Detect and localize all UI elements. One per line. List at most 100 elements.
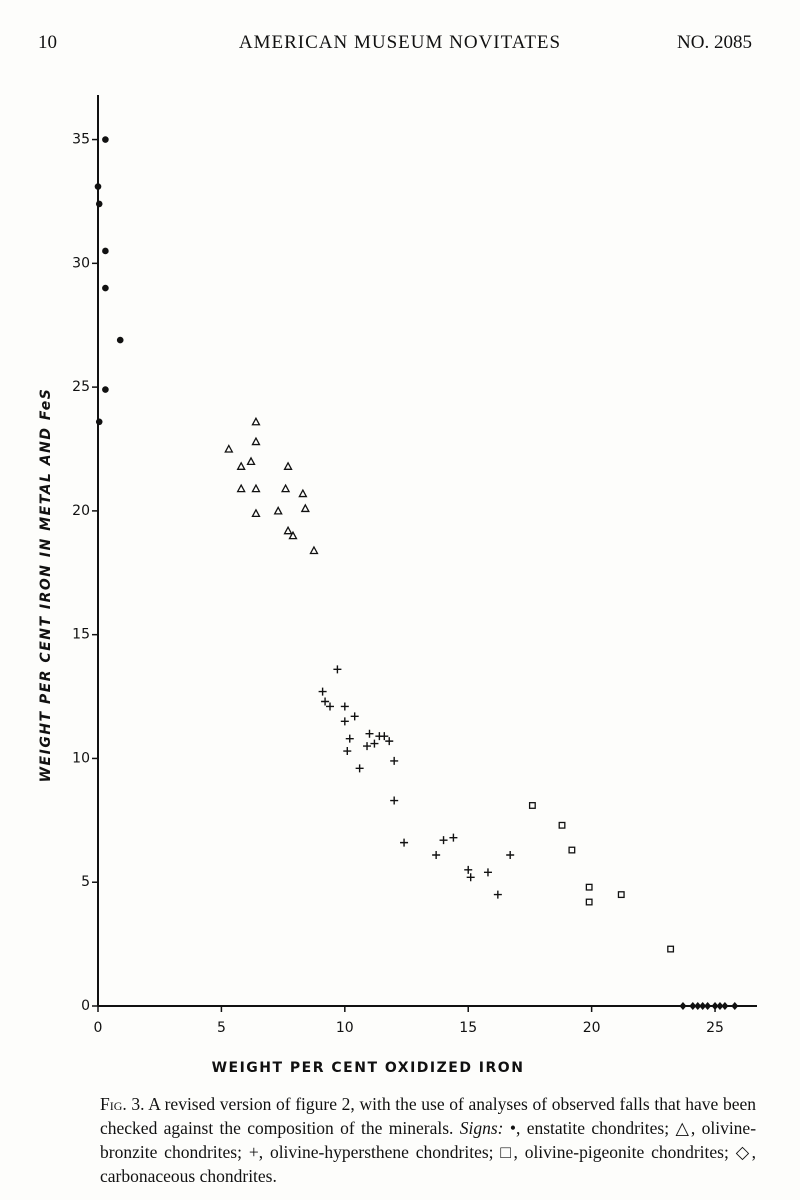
point: [102, 386, 109, 393]
point: [679, 1002, 687, 1010]
point: [345, 734, 354, 743]
point: [370, 739, 379, 748]
x-axis-title: WEIGHT PER CENT OXIDIZED IRON: [212, 1060, 525, 1076]
point: [340, 702, 349, 711]
legend-label: olivine-hypersthene chondrites: [269, 1142, 489, 1162]
point: [585, 883, 593, 891]
point: [95, 200, 103, 208]
point: [528, 802, 536, 809]
journal-title: AMERICAN MUSEUM NOVITATES: [238, 32, 562, 53]
point: [94, 183, 102, 190]
x-tick-label: 15: [459, 1020, 477, 1036]
legend-separator: ,: [258, 1142, 264, 1162]
legend-separator: ;: [237, 1142, 242, 1162]
legend-separator: ;: [488, 1142, 494, 1162]
point: [251, 436, 261, 446]
point: [288, 530, 298, 540]
point: [731, 1002, 739, 1010]
point: [385, 737, 394, 746]
y-tick-label: 5: [81, 874, 90, 890]
point: [343, 747, 352, 756]
point: [464, 865, 473, 874]
point: [102, 284, 109, 292]
point: [251, 508, 261, 518]
x-tick-label: 5: [217, 1020, 226, 1036]
legend-label: olivine-pigeonite chondrites: [524, 1142, 724, 1162]
point: [704, 1002, 712, 1010]
point: [280, 483, 291, 493]
point: [236, 461, 246, 470]
point: [246, 456, 256, 466]
point: [321, 697, 330, 706]
point: [273, 506, 283, 515]
legend-symbol: △: [675, 1118, 691, 1138]
caption-text: A revised version of figure 2, with the …: [100, 1094, 756, 1138]
point: [309, 545, 319, 555]
point: [449, 833, 458, 842]
point: [390, 796, 399, 805]
y-tick-label: 10: [72, 750, 90, 766]
legend-symbol: +: [248, 1142, 259, 1162]
point: [400, 838, 409, 847]
point: [466, 873, 475, 882]
legend-separator: ;: [664, 1118, 670, 1138]
point: [355, 764, 364, 773]
point: [721, 1002, 729, 1010]
point: [667, 945, 675, 953]
legend-label: carbonaceous chondrites: [100, 1166, 273, 1186]
legend-label: enstatite chondrites: [526, 1118, 665, 1138]
point: [365, 729, 374, 738]
point: [699, 1002, 707, 1010]
x-tick-label: 10: [336, 1020, 354, 1036]
legend-separator: ,: [690, 1118, 696, 1138]
point: [326, 702, 335, 711]
y-tick-label: 20: [72, 503, 90, 519]
legend-symbol: □: [500, 1142, 514, 1162]
y-tick-label: 30: [72, 255, 90, 271]
point: [95, 418, 103, 426]
legend: •, enstatite chondrites; △, olivine-bron…: [100, 1118, 756, 1186]
point: [558, 821, 566, 829]
point: [102, 136, 109, 143]
chart: WEIGHT PER CENT OXIDIZED IRON WEIGHT PER…: [38, 95, 757, 1076]
y-axis-title: WEIGHT PER CENT IRON IN METAL AND FeS: [38, 388, 54, 783]
point: [236, 483, 246, 493]
point: [390, 756, 399, 765]
point: [340, 717, 349, 726]
point: [251, 416, 261, 426]
point: [251, 483, 261, 493]
signs-label: Signs:: [459, 1118, 504, 1138]
legend-separator: ,: [515, 1118, 521, 1138]
point: [617, 891, 625, 899]
point: [493, 890, 502, 899]
point: [439, 836, 448, 845]
point: [689, 1002, 697, 1010]
point: [350, 712, 359, 721]
point: [711, 1002, 719, 1010]
point: [363, 742, 372, 751]
point: [283, 461, 293, 470]
point: [333, 665, 342, 674]
issue-number: NO. 2085: [677, 32, 752, 53]
legend-separator: .: [272, 1166, 277, 1186]
point: [102, 247, 109, 255]
point: [432, 850, 441, 859]
legend-separator: ,: [751, 1142, 757, 1162]
point: [694, 1002, 702, 1010]
caption: Fig. 3. A revised version of figure 2, w…: [100, 1092, 756, 1188]
y-tick-label: 25: [72, 379, 90, 395]
point: [116, 336, 124, 344]
point: [318, 687, 327, 696]
x-tick-label: 0: [94, 1020, 103, 1036]
y-tick-label: 15: [72, 627, 90, 643]
point: [585, 898, 593, 906]
legend-separator: ;: [724, 1142, 729, 1162]
point: [380, 732, 389, 741]
x-tick-label: 20: [583, 1020, 601, 1036]
point: [300, 503, 310, 513]
point: [483, 868, 492, 877]
point: [224, 444, 234, 453]
point: [298, 488, 308, 498]
x-tick-label: 25: [706, 1020, 724, 1036]
legend-symbol: ◇: [735, 1142, 752, 1162]
